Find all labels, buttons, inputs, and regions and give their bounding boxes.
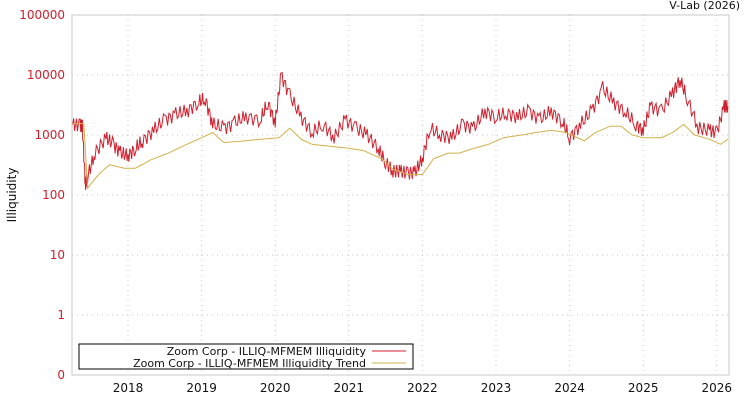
legend-label-illiquidity: Zoom Corp - ILLIQ-MFMEM Illiquidity	[167, 345, 367, 358]
credit-label: V-Lab (2026)	[669, 0, 740, 12]
plot-area	[71, 14, 730, 376]
x-tick-label: 2022	[407, 381, 438, 395]
x-tick-label: 2019	[186, 381, 217, 395]
y-axis-label: Illiquidity	[5, 168, 19, 223]
data-series	[72, 72, 729, 191]
y-tick-label: 100	[42, 188, 65, 202]
legend-label-trend: Zoom Corp - ILLIQ-MFMEM Illiquidity Tren…	[133, 357, 366, 370]
y-tick-label: 10000	[27, 68, 65, 82]
x-tick-label: 2023	[481, 381, 512, 395]
y-tick-label: 10	[50, 248, 65, 262]
y-tick-label: 1	[57, 308, 65, 322]
y-tick-label: 1000	[34, 128, 65, 142]
x-tick-label: 2026	[702, 381, 733, 395]
y-tick-label: 0	[57, 368, 65, 382]
x-tick-label: 2018	[113, 381, 144, 395]
y-tick-label: 100000	[19, 8, 65, 22]
x-tick-label: 2021	[334, 381, 365, 395]
legend-box	[78, 343, 414, 370]
x-axis-ticks: 2018 2019 2020 2021 2022 2023 2024 2025 2026	[113, 381, 732, 395]
x-tick-label: 2024	[554, 381, 585, 395]
illiquidity-line	[72, 72, 729, 191]
x-tick-label: 2020	[260, 381, 291, 395]
grid-lines	[72, 15, 729, 375]
legend: Zoom Corp - ILLIQ-MFMEM Illiquidity Zoom…	[78, 343, 414, 370]
x-tick-label: 2025	[628, 381, 659, 395]
trend-line	[72, 123, 729, 190]
